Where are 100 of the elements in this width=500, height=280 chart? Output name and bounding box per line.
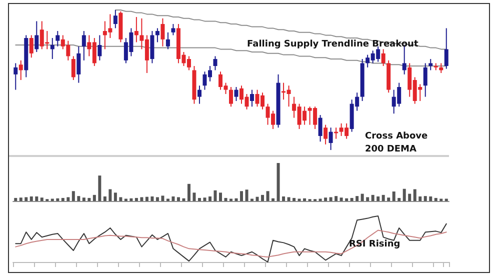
bar: [334, 196, 338, 201]
candlestick: [160, 18, 165, 47]
candlestick: [14, 62, 18, 90]
bar: [198, 198, 201, 201]
bar: [234, 198, 238, 201]
candlestick: [29, 34, 34, 58]
bar: [14, 198, 18, 201]
bar: [398, 198, 401, 201]
bar: [192, 192, 196, 201]
candlestick: [197, 85, 202, 104]
bar: [182, 198, 186, 201]
bar: [382, 194, 385, 201]
candlestick: [113, 10, 118, 29]
bar: [261, 194, 264, 201]
candlestick: [229, 86, 233, 108]
candlestick: [423, 62, 428, 98]
bar: [150, 196, 154, 201]
bar: [72, 191, 75, 201]
bar: [329, 197, 332, 201]
bar: [224, 198, 228, 201]
candlestick: [318, 114, 322, 142]
candlestick: [250, 89, 254, 108]
candlestick: [234, 86, 238, 102]
bar: [303, 198, 306, 201]
bar: [61, 198, 64, 201]
candlestick: [34, 20, 39, 52]
bar: [402, 188, 406, 201]
candlestick: [324, 124, 328, 145]
bar: [408, 194, 412, 201]
bar: [119, 197, 122, 201]
bar: [56, 198, 60, 201]
bar: [266, 191, 270, 201]
bar: [371, 194, 374, 201]
bar: [208, 196, 212, 201]
candlestick: [213, 56, 218, 71]
bar: [324, 198, 328, 201]
bar: [282, 196, 286, 201]
bar: [203, 198, 206, 201]
bar: [218, 192, 222, 201]
candlestick: [155, 28, 160, 43]
bar: [287, 197, 290, 201]
candlestick: [71, 56, 76, 80]
annotation: RSI Rising: [349, 240, 400, 250]
bar: [82, 198, 86, 201]
bar: [35, 196, 38, 201]
candlestick: [166, 32, 170, 50]
candlestick: [134, 16, 138, 43]
bar: [88, 198, 91, 201]
bar: [256, 196, 259, 201]
bar: [340, 198, 343, 201]
bar: [292, 198, 296, 201]
bar: [30, 196, 33, 201]
bar: [140, 197, 144, 201]
bar: [145, 196, 148, 201]
bar: [98, 176, 102, 201]
bar: [392, 192, 396, 201]
annotation: Falling Supply Trendline Breakout: [247, 40, 419, 50]
bar: [103, 196, 106, 201]
bar: [345, 198, 348, 201]
bar: [240, 191, 244, 201]
bar: [413, 189, 416, 201]
candlestick: [76, 46, 81, 84]
bar: [366, 197, 370, 201]
bar: [418, 196, 422, 201]
annotation: Cross Above 200 DEMA: [365, 132, 431, 154]
bar: [24, 197, 28, 201]
bar: [360, 194, 364, 201]
bar: [350, 198, 354, 201]
candlestick: [150, 30, 154, 64]
bar: [134, 198, 138, 201]
candlestick: [56, 30, 60, 47]
bar: [40, 198, 44, 201]
bar: [108, 189, 112, 201]
bar: [245, 190, 248, 201]
candlestick: [171, 24, 176, 36]
bar: [172, 196, 175, 201]
bar: [161, 196, 164, 201]
candlestick: [428, 58, 433, 71]
bar: [130, 198, 133, 201]
bar: [376, 196, 380, 201]
bar: [356, 196, 359, 201]
bar: [424, 196, 427, 201]
bar: [92, 194, 96, 201]
candlestick: [381, 48, 386, 66]
candlestick: [50, 38, 54, 60]
bar: [429, 196, 432, 201]
bar: [77, 196, 80, 201]
bar: [19, 198, 22, 201]
bar: [272, 198, 275, 201]
bar: [276, 163, 280, 201]
candlestick: [444, 28, 448, 70]
candlestick: [98, 34, 102, 61]
bar: [114, 192, 117, 201]
bar: [176, 197, 180, 201]
bar: [214, 190, 217, 201]
bar: [387, 198, 390, 201]
candlestick: [328, 127, 333, 150]
bar: [434, 198, 438, 201]
bar: [187, 184, 190, 201]
candlestick: [82, 30, 86, 61]
